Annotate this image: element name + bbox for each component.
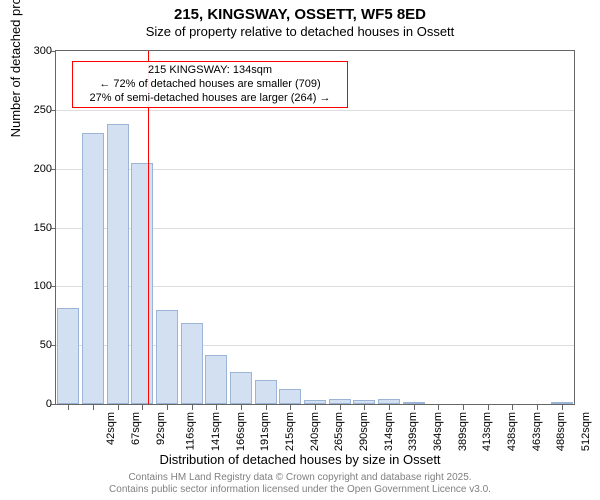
x-tick-mark [315, 405, 316, 410]
attribution-line-2: Contains public sector information licen… [0, 484, 600, 496]
x-tick-mark [192, 405, 193, 410]
bar [403, 402, 425, 404]
y-tick-mark [50, 404, 55, 405]
bar [107, 124, 129, 404]
x-tick-mark [216, 405, 217, 410]
y-tick-mark [50, 286, 55, 287]
x-tick-label: 389sqm [457, 412, 469, 451]
x-tick-label: 488sqm [555, 412, 567, 451]
x-tick-label: 290sqm [358, 412, 370, 451]
y-tick-mark [50, 110, 55, 111]
bar [131, 163, 153, 404]
attribution-line-1: Contains HM Land Registry data © Crown c… [0, 472, 600, 484]
title-block: 215, KINGSWAY, OSSETT, WF5 8ED Size of p… [0, 6, 600, 39]
y-tick-label: 0 [12, 398, 52, 410]
x-tick-mark [241, 405, 242, 410]
y-tick-label: 250 [12, 104, 52, 116]
bar [329, 399, 351, 404]
x-tick-label: 339sqm [407, 412, 419, 451]
x-tick-label: 463sqm [531, 412, 543, 451]
gridline [56, 110, 574, 111]
y-tick-mark [50, 169, 55, 170]
annotation-line-2: ← 72% of detached houses are smaller (70… [79, 78, 341, 92]
bar [378, 399, 400, 404]
y-tick-label: 50 [12, 339, 52, 351]
x-tick-mark [414, 405, 415, 410]
x-tick-mark [512, 405, 513, 410]
bar [205, 355, 227, 404]
x-tick-mark [290, 405, 291, 410]
x-tick-label: 413sqm [481, 412, 493, 451]
y-tick-mark [50, 345, 55, 346]
x-tick-mark [68, 405, 69, 410]
bar [279, 389, 301, 404]
x-tick-mark [537, 405, 538, 410]
bar [82, 133, 104, 404]
x-tick-label: 166sqm [235, 412, 247, 451]
x-tick-label: 42sqm [105, 412, 117, 445]
bar [57, 308, 79, 404]
bar [156, 310, 178, 404]
chart-container: 215, KINGSWAY, OSSETT, WF5 8ED Size of p… [0, 0, 600, 500]
x-tick-label: 116sqm [185, 412, 197, 450]
x-tick-mark [463, 405, 464, 410]
x-tick-mark [389, 405, 390, 410]
title-line-1: 215, KINGSWAY, OSSETT, WF5 8ED [0, 6, 600, 23]
y-tick-label: 200 [12, 163, 52, 175]
x-tick-label: 314sqm [383, 412, 395, 451]
x-tick-mark [438, 405, 439, 410]
x-tick-label: 215sqm [284, 412, 296, 451]
x-tick-label: 265sqm [333, 412, 345, 451]
x-tick-mark [364, 405, 365, 410]
bar [230, 372, 252, 404]
x-tick-mark [266, 405, 267, 410]
x-tick-mark [93, 405, 94, 410]
x-tick-label: 191sqm [259, 412, 271, 451]
x-tick-mark [488, 405, 489, 410]
annotation-box: 215 KINGSWAY: 134sqm← 72% of detached ho… [72, 61, 348, 108]
annotation-line-3: 27% of semi-detached houses are larger (… [79, 92, 341, 106]
x-tick-mark [167, 405, 168, 410]
x-tick-label: 438sqm [506, 412, 518, 451]
x-tick-label: 512sqm [580, 412, 592, 451]
x-tick-label: 92sqm [155, 412, 167, 445]
x-tick-mark [562, 405, 563, 410]
bar [181, 323, 203, 404]
x-axis-label: Distribution of detached houses by size … [0, 452, 600, 467]
x-tick-label: 240sqm [309, 412, 321, 451]
y-tick-label: 150 [12, 222, 52, 234]
x-tick-label: 67sqm [130, 412, 142, 445]
y-tick-label: 100 [12, 280, 52, 292]
x-tick-label: 364sqm [432, 412, 444, 451]
y-tick-mark [50, 228, 55, 229]
x-tick-mark [340, 405, 341, 410]
x-tick-mark [118, 405, 119, 410]
bar [255, 380, 277, 404]
x-tick-label: 141sqm [210, 412, 222, 451]
annotation-line-1: 215 KINGSWAY: 134sqm [79, 64, 341, 78]
x-tick-mark [142, 405, 143, 410]
bar [353, 400, 375, 404]
y-tick-label: 300 [12, 45, 52, 57]
attribution-block: Contains HM Land Registry data © Crown c… [0, 472, 600, 495]
y-tick-mark [50, 51, 55, 52]
title-line-2: Size of property relative to detached ho… [0, 24, 600, 39]
bar [304, 400, 326, 404]
plot-area: 215 KINGSWAY: 134sqm← 72% of detached ho… [55, 50, 575, 405]
y-axis-label: Number of detached properties [8, 0, 23, 137]
bar [551, 402, 573, 404]
